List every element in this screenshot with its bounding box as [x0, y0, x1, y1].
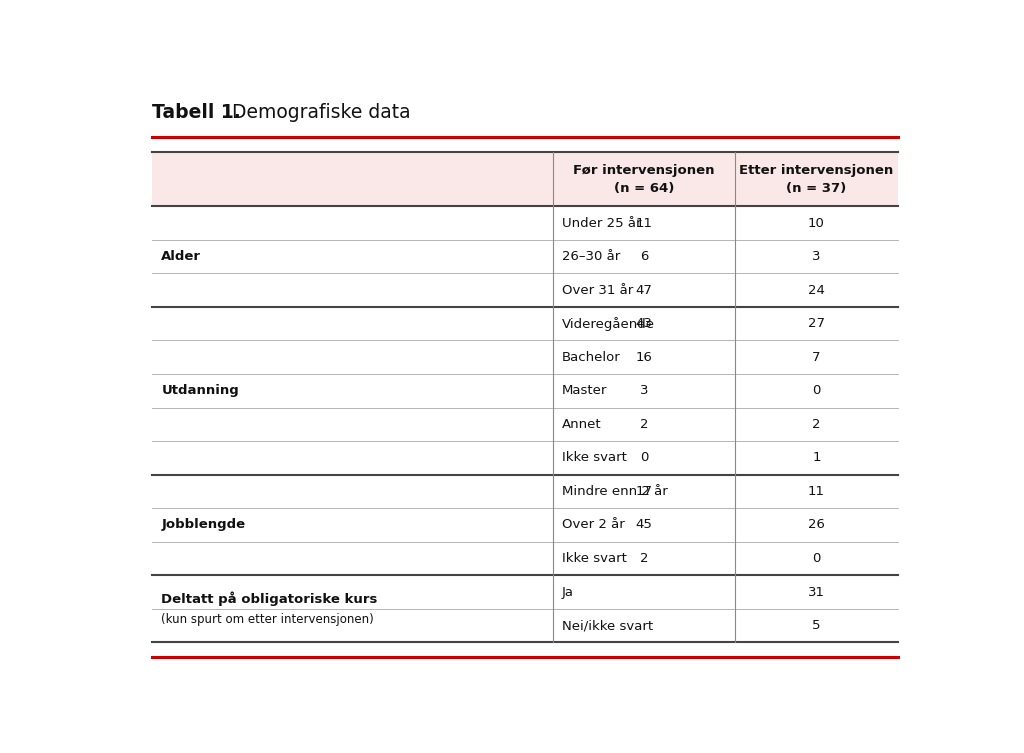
Text: 26: 26 — [808, 519, 825, 532]
Text: 0: 0 — [640, 451, 648, 465]
Text: Ikke svart: Ikke svart — [562, 451, 627, 465]
Text: 2: 2 — [640, 552, 648, 565]
Text: 11: 11 — [635, 217, 652, 230]
Text: 11: 11 — [808, 485, 825, 498]
Text: Demografiske data: Demografiske data — [225, 103, 411, 122]
Text: 0: 0 — [812, 384, 820, 398]
Text: 31: 31 — [808, 586, 825, 599]
Text: 43: 43 — [636, 317, 652, 331]
Text: Under 25 år: Under 25 år — [562, 217, 642, 230]
Text: 47: 47 — [636, 284, 652, 297]
Text: Annet: Annet — [562, 418, 602, 431]
Text: Bachelor: Bachelor — [562, 351, 621, 364]
Text: 26–30 år: 26–30 år — [562, 250, 621, 263]
Text: Videregående: Videregående — [562, 317, 655, 331]
Text: 27: 27 — [808, 317, 825, 331]
Text: Alder: Alder — [162, 250, 202, 263]
Text: Master: Master — [562, 384, 607, 398]
Text: Utdanning: Utdanning — [162, 384, 239, 398]
Text: Før intervensjonen
(n = 64): Før intervensjonen (n = 64) — [573, 164, 715, 195]
Text: Over 31 år: Over 31 år — [562, 284, 634, 297]
Text: 45: 45 — [636, 519, 652, 532]
Text: Over 2 år: Over 2 år — [562, 519, 625, 532]
Text: 0: 0 — [812, 552, 820, 565]
Text: Etter intervensjonen
(n = 37): Etter intervensjonen (n = 37) — [739, 164, 894, 195]
Text: 3: 3 — [640, 384, 648, 398]
Text: 10: 10 — [808, 217, 825, 230]
Text: Tabell 1.: Tabell 1. — [152, 103, 241, 122]
Text: 24: 24 — [808, 284, 825, 297]
Text: 17: 17 — [635, 485, 652, 498]
Text: (kun spurt om etter intervensjonen): (kun spurt om etter intervensjonen) — [162, 613, 374, 626]
Text: 16: 16 — [636, 351, 652, 364]
Text: 2: 2 — [812, 418, 820, 431]
Bar — [152, 152, 898, 206]
Text: 7: 7 — [812, 351, 820, 364]
Text: Mindre enn 2 år: Mindre enn 2 år — [562, 485, 668, 498]
Text: 1: 1 — [812, 451, 820, 465]
Text: 2: 2 — [640, 418, 648, 431]
Text: 6: 6 — [640, 250, 648, 263]
Text: Nei/ikke svart: Nei/ikke svart — [562, 619, 653, 632]
Text: Ikke svart: Ikke svart — [562, 552, 627, 565]
Text: Jobblengde: Jobblengde — [162, 519, 246, 532]
Text: Deltatt på obligatoriske kurs: Deltatt på obligatoriske kurs — [162, 591, 378, 605]
Text: 5: 5 — [812, 619, 820, 632]
Text: 3: 3 — [812, 250, 820, 263]
Text: Ja: Ja — [562, 586, 574, 599]
